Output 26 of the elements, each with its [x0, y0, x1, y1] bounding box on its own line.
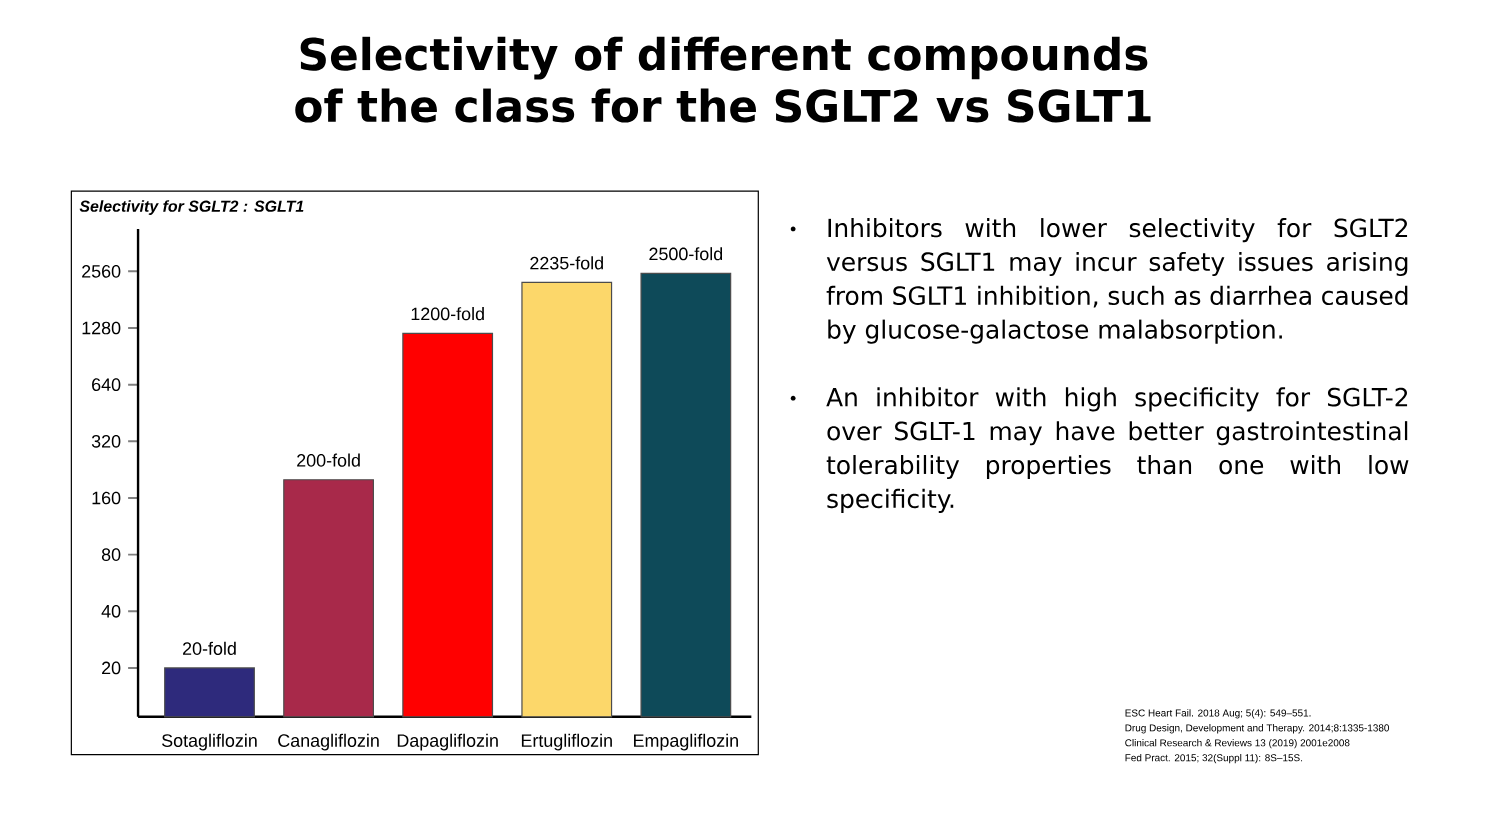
y-tick-label: 2560: [82, 264, 121, 278]
data-label: 2235-fold: [530, 256, 603, 270]
text: Fed Pract. 2015; 32(Suppl 11): 8S–15S.: [1125, 753, 1303, 764]
text: ESC Heart Fail. 2018 Aug; 5(4): 549–551.: [1125, 709, 1311, 719]
text: Drug Design, Development and Therapy. 2014;8:1335-1380: [1125, 723, 1390, 734]
y-tick-label: 320: [91, 434, 121, 448]
x-tick-label: Empagliflozin: [634, 733, 738, 751]
text: Clinical Research & Reviews 13 (2019) 2001e2008: [1125, 738, 1350, 749]
chart-title: Selectivity of different compounds of the class for the SGLT2 vs SGLT1: [295, 36, 1151, 123]
y-tick-label: 640: [92, 378, 121, 391]
text: Inhibitors with lower selectivity for SGLT2 versus SGLT1 may incur safety issues arising from SGLT1 inhibition, such as diarrhea caused by glucose-galactose malabsorption.: [826, 217, 1408, 344]
y-tick-label: 20: [102, 661, 121, 675]
data-label: 20-fold: [183, 641, 236, 655]
x-tick-label: Sotagliflozin: [162, 733, 257, 751]
text: An inhibitor with high specificity for SGLT-2 over SGLT-1 may have better gastrointestinal tolerability properties than one with low specificity.: [826, 387, 1409, 513]
y-tick-label: 40: [101, 604, 121, 618]
y-tick-label: 160: [92, 491, 121, 505]
x-tick-label: Ertugliflozin: [521, 733, 612, 751]
data-label: 1200-fold: [411, 307, 484, 321]
x-tick-label: Dapagliflozin: [397, 733, 498, 751]
y-axis-title: Selectivity for SGLT2 : SGLT1: [79, 200, 304, 215]
x-tick-label: Canagliflozin: [278, 733, 379, 751]
data-label: 2500-fold: [649, 247, 723, 261]
data-label: 200-fold: [297, 453, 360, 467]
y-tick-label: 80: [101, 548, 121, 561]
y-tick-label: 1280: [82, 321, 121, 335]
